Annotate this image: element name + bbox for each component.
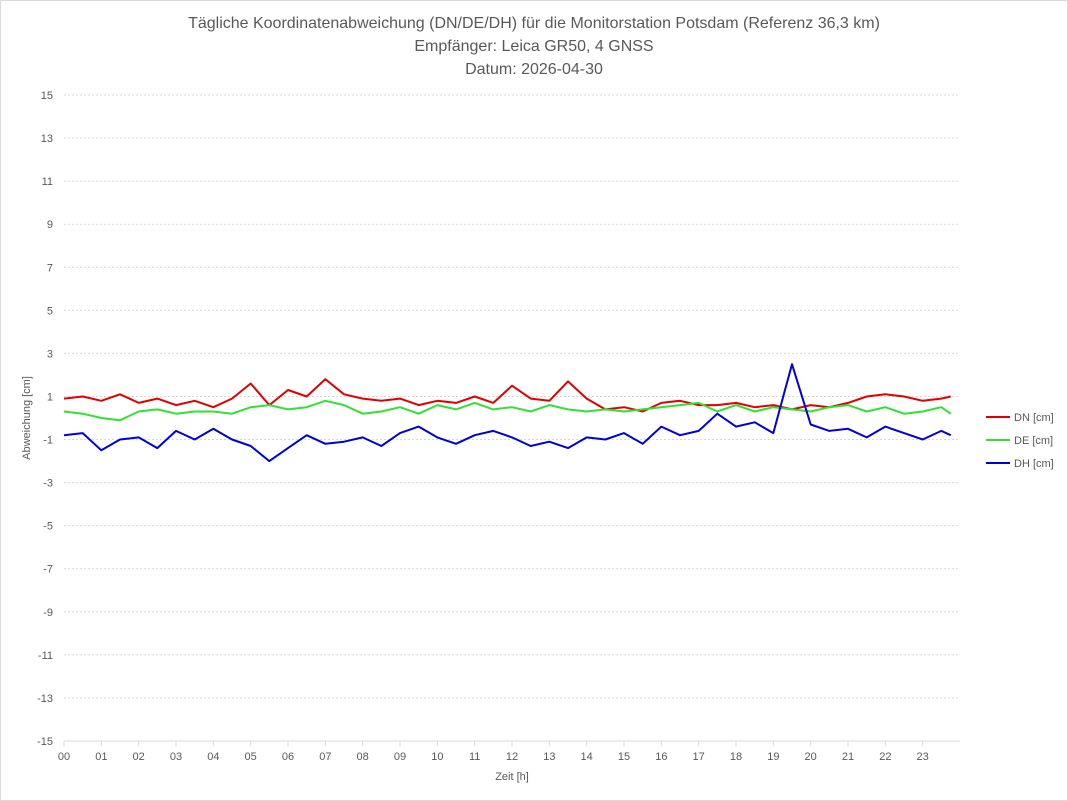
x-tick-label: 02 xyxy=(133,751,145,763)
y-axis-title: Abweichung [cm] xyxy=(21,376,33,460)
legend-label-2: DH [cm] xyxy=(1014,458,1054,470)
x-tick-label: 04 xyxy=(207,751,219,763)
chart-title: Tägliche Koordinatenabweichung (DN/DE/DH… xyxy=(188,15,880,78)
y-tick-label: -13 xyxy=(37,693,53,705)
x-axis-ticks: 00 01 02 03 04 05 06 07 08 09 10 11 12 13 14 15 16 17 18 19… xyxy=(58,741,929,763)
x-tick-label: 14 xyxy=(581,751,593,763)
x-tick-label: 20 xyxy=(805,751,817,763)
y-tick-label: 11 xyxy=(42,176,53,188)
x-tick-label: 00 xyxy=(58,751,70,763)
gridlines xyxy=(64,94,960,699)
y-tick-label: 7 xyxy=(47,262,53,274)
x-tick-label: 11 xyxy=(469,751,480,763)
x-tick-label: 22 xyxy=(879,751,891,763)
x-tick-label: 03 xyxy=(170,751,182,763)
legend: DN [cm] DE [cm] DH [cm] xyxy=(986,412,1054,470)
x-tick-label: 18 xyxy=(730,751,742,763)
x-tick-label: 19 xyxy=(767,751,779,763)
legend-label-1: DE [cm] xyxy=(1014,435,1053,447)
x-tick-label: 13 xyxy=(543,751,555,763)
x-tick-label: 12 xyxy=(506,751,518,763)
y-tick-label: 15 xyxy=(41,90,53,102)
y-tick-label: -9 xyxy=(43,607,53,619)
y-tick-label: 5 xyxy=(47,305,53,317)
y-tick-label: 1 xyxy=(47,391,53,403)
y-tick-label: 9 xyxy=(47,219,53,231)
y-tick-label: -1 xyxy=(43,435,53,447)
x-tick-label: 06 xyxy=(282,751,294,763)
y-tick-label: 3 xyxy=(47,348,53,360)
chart-subtitle-date: Datum: 2026-04-30 xyxy=(465,61,603,78)
series-line-0 xyxy=(63,378,951,413)
x-tick-label: 07 xyxy=(319,751,331,763)
y-tick-label: -15 xyxy=(37,736,53,748)
y-tick-label: -5 xyxy=(43,521,53,533)
x-tick-label: 16 xyxy=(655,751,667,763)
x-axis-title: Zeit [h] xyxy=(495,771,529,783)
series-line-1 xyxy=(63,399,952,422)
x-tick-label: 15 xyxy=(618,751,630,763)
y-tick-label: 13 xyxy=(41,133,53,145)
x-tick-label: 17 xyxy=(693,751,705,763)
chart-title-line-1: Tägliche Koordinatenabweichung (DN/DE/DH… xyxy=(188,15,880,32)
x-tick-label: 23 xyxy=(917,751,929,763)
y-axis-ticks: 15 13 11 9 7 5 3 1 -1 -3 -5 -7 -9 -11 -13 -15 xyxy=(37,90,53,748)
y-tick-label: -7 xyxy=(43,564,53,576)
x-tick-label: 21 xyxy=(842,751,854,763)
x-tick-label: 09 xyxy=(394,751,406,763)
y-tick-label: -3 xyxy=(43,478,53,490)
x-tick-label: 05 xyxy=(245,751,257,763)
x-tick-label: 08 xyxy=(357,751,369,763)
x-tick-label: 10 xyxy=(431,751,443,763)
x-tick-label: 01 xyxy=(95,751,107,763)
series-line-2 xyxy=(63,363,952,463)
y-tick-label: -11 xyxy=(38,650,53,662)
legend-label-0: DN [cm] xyxy=(1014,412,1054,424)
chart-subtitle-receiver: Empfänger: Leica GR50, 4 GNSS xyxy=(414,38,653,55)
series-lines xyxy=(63,363,952,463)
